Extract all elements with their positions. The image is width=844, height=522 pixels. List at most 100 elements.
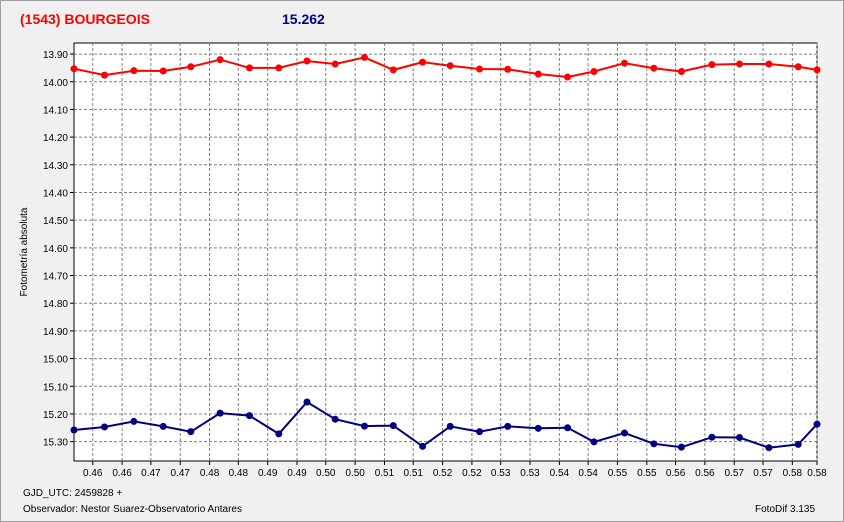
data-point-1 [621,59,629,67]
data-point-2 [70,426,78,434]
data-point-2 [813,420,821,428]
y-tick-label: 14.20 [43,133,68,144]
data-point-2 [245,412,253,420]
x-tick-label: 0.52 [462,468,482,479]
plot-area [73,42,818,462]
data-point-1 [275,64,283,72]
data-point-1 [736,60,744,68]
data-point-2 [794,440,802,448]
x-tick-label: 0.51 [375,468,395,479]
data-point-2 [621,429,629,437]
x-tick-label: 0.46 [83,468,103,479]
object-name: (1543) BOURGEOIS [20,11,150,27]
data-point-1 [813,66,821,74]
data-point-1 [677,68,685,76]
data-point-1 [765,60,773,68]
y-tick-label: 14.80 [43,299,68,310]
x-tick-label: 0.52 [433,468,453,479]
y-tick-label: 14.40 [43,188,68,199]
x-tick-label: 0.57 [753,468,773,479]
y-tick-label: 15.00 [43,355,68,366]
data-point-2 [708,433,716,441]
y-tick-label: 14.30 [43,161,68,172]
data-point-2 [101,423,109,431]
series [70,53,821,452]
gjd-label: GJD_UTC: 2459828 + [23,488,123,499]
x-tick-label: 0.49 [287,468,307,479]
x-tick-label: 0.56 [695,468,715,479]
x-tick-label: 0.51 [403,468,423,479]
y-tick-label: 15.20 [43,410,68,421]
data-point-1 [361,53,369,61]
x-tick-label: 0.50 [316,468,336,479]
data-point-1 [534,70,542,78]
observer-label: Observador: Nestor Suarez-Observatorio A… [23,504,242,515]
data-point-2 [677,443,685,451]
data-point-2 [534,424,542,432]
y-tick-label: 14.90 [43,327,68,338]
software-version: FotoDif 3.135 [755,504,816,515]
data-point-1 [590,68,598,76]
x-tick-label: 0.56 [666,468,686,479]
x-tick-label: 0.48 [200,468,220,479]
x-tick-label: 0.54 [578,468,598,479]
data-point-1 [130,67,138,75]
data-point-2 [331,415,339,423]
data-point-2 [590,438,598,446]
data-point-1 [331,60,339,68]
data-point-1 [476,65,484,73]
grid [74,43,818,461]
x-tick-label: 0.47 [170,468,190,479]
x-tick-label: 0.48 [229,468,249,479]
data-point-1 [216,56,224,64]
data-point-2 [303,398,311,406]
data-point-2 [361,422,369,430]
data-point-2 [476,428,484,436]
data-point-1 [564,73,572,81]
data-point-1 [650,64,658,72]
x-tick-label: 0.50 [345,468,365,479]
data-point-1 [446,62,454,70]
y-tick-label: 14.00 [43,78,68,89]
data-point-2 [216,409,224,417]
data-point-1 [504,65,512,73]
data-point-2 [564,424,572,432]
data-point-1 [708,61,716,69]
reference-magnitude: 15.262 [282,11,325,27]
x-tick-label: 0.47 [141,468,161,479]
data-point-2 [504,422,512,430]
x-tick-label: 0.55 [637,468,657,479]
x-tick-label: 0.57 [725,468,745,479]
data-point-1 [159,67,167,75]
data-point-2 [650,440,658,448]
x-tick-label: 0.58 [783,468,803,479]
data-point-1 [187,63,195,71]
data-point-1 [245,64,253,72]
data-point-1 [419,58,427,66]
data-point-2 [130,417,138,425]
x-tick-label: 0.54 [550,468,570,479]
data-point-2 [736,433,744,441]
data-point-2 [446,422,454,430]
data-point-1 [101,71,109,79]
y-tick-label: 14.70 [43,272,68,283]
y-tick-label: 13.90 [43,50,68,61]
x-tick-label: 0.46 [112,468,132,479]
x-tick-label: 0.53 [520,468,540,479]
axes: 13.90 14.00 14.10 14.20 14.30 14.40 14.50 14.60… [43,50,827,479]
y-tick-label: 14.50 [43,216,68,227]
x-tick-label: 0.53 [491,468,511,479]
data-point-1 [70,65,78,73]
data-point-2 [159,422,167,430]
data-point-2 [275,430,283,438]
y-axis-label: Fotometría absoluta [19,207,30,296]
y-tick-label: 14.60 [43,244,68,255]
data-point-1 [389,66,397,74]
data-point-2 [765,444,773,452]
data-point-2 [419,442,427,450]
y-tick-label: 15.30 [43,438,68,449]
x-tick-label: 0.49 [258,468,278,479]
data-point-2 [187,428,195,436]
